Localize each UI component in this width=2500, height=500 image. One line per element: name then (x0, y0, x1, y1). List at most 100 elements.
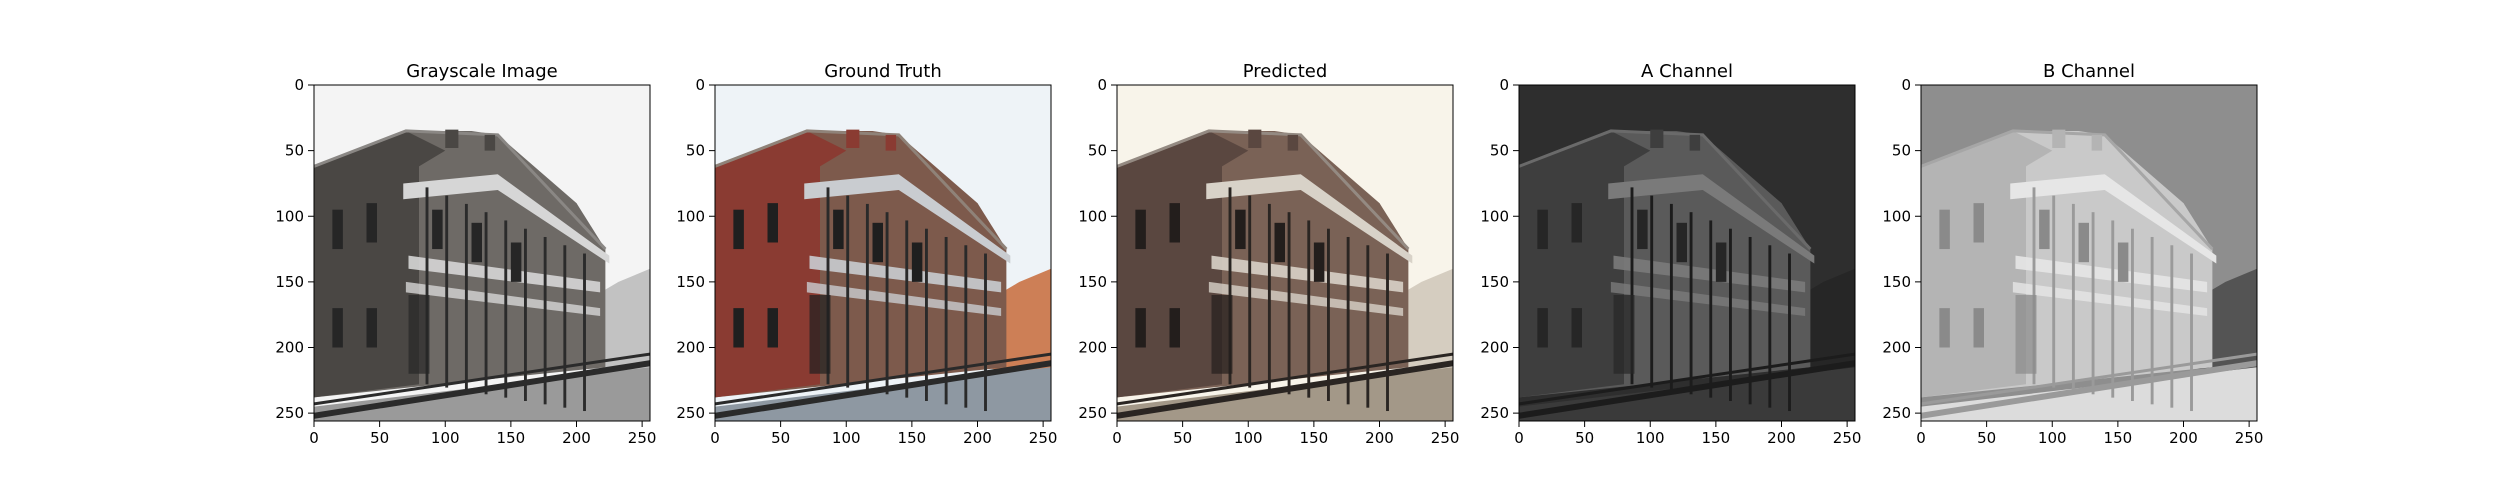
image-window (1274, 222, 1285, 263)
image-rail (1921, 352, 2257, 406)
image-porch-roof (403, 174, 610, 264)
image-window (366, 203, 377, 243)
x-tick-label: 150 (2104, 429, 2133, 447)
image-porch-column (1768, 245, 1772, 408)
image-window (1169, 203, 1180, 243)
image-porch-column (826, 187, 830, 385)
image-door (1613, 295, 1635, 374)
image-porch-column (504, 220, 508, 398)
image-porch-column (543, 236, 547, 405)
image-porch-column (1650, 195, 1654, 388)
y-tick-label: 200 (676, 339, 705, 357)
image-window (733, 209, 744, 250)
image-porch-roof (1206, 174, 1413, 264)
x-tick-label: 200 (1365, 429, 1394, 447)
panel-4: A Channel 0 50 100 150 200 250 0 50 100 150 200 250 (1480, 61, 1861, 447)
axes-frame (1518, 84, 1856, 422)
image-porch-column (484, 212, 488, 395)
image-porch-column (885, 212, 889, 395)
image-window (1135, 209, 1146, 250)
y-tick-label: 100 (1882, 207, 1911, 225)
x-tick-label: 0 (1514, 429, 1524, 447)
y-tick-label: 0 (1499, 76, 1509, 94)
image-balcony-lower (405, 281, 601, 316)
image-porch-column (905, 220, 909, 398)
image-window (2117, 242, 2129, 282)
panel-3: Predicted 0 50 100 150 200 250 0 50 100 150 200 250 (1078, 61, 1459, 447)
x-tick-label: 50 (1977, 429, 1996, 447)
image-porch-column (524, 228, 527, 401)
image-porch-roof (1608, 174, 1815, 264)
x-tick-label: 250 (2235, 429, 2264, 447)
image-window (733, 308, 744, 348)
image-content (1519, 85, 1855, 421)
image-rail (1519, 360, 1855, 419)
y-tick-label: 250 (1480, 404, 1509, 422)
x-tick-label: 100 (1636, 429, 1665, 447)
y-tick-label: 0 (1097, 76, 1107, 94)
panel-title: Grayscale Image (406, 61, 558, 82)
image-porch-column (1689, 212, 1693, 395)
image-door (809, 295, 831, 374)
image-window (1169, 308, 1180, 348)
image-porch-column (2131, 228, 2134, 401)
image-chimney (445, 129, 459, 148)
image-porch-column (1307, 220, 1311, 398)
image-window (1676, 222, 1687, 263)
y-tick-label: 150 (1882, 273, 1911, 291)
image-porch-column (964, 245, 968, 408)
image-rail (715, 360, 1051, 419)
image-porch-column (1366, 245, 1370, 408)
x-tick-label: 150 (497, 429, 526, 447)
panel-title: A Channel (1641, 61, 1733, 82)
y-tick-label: 200 (1882, 339, 1911, 357)
y-tick-label: 150 (676, 273, 705, 291)
image-porch-column (1248, 195, 1252, 388)
image-porch-column (464, 203, 468, 391)
y-tick-label: 150 (1480, 273, 1509, 291)
image-window (2078, 222, 2089, 263)
panel-1: Grayscale Image 0 50 100 150 200 250 0 50 100 150 2… (275, 61, 656, 447)
image-window (1571, 203, 1582, 243)
image-balcony-lower (2012, 281, 2208, 316)
image-content (1921, 85, 2257, 421)
image-porch-column (563, 245, 567, 408)
image-porch-column (944, 236, 948, 405)
image-chimney (846, 129, 860, 148)
y-tick-label: 200 (275, 339, 304, 357)
image-porch-column (1630, 187, 1634, 385)
image-window (872, 222, 883, 263)
image-rail (314, 352, 650, 406)
panel-5: B Channel 0 50 100 150 200 250 0 50 100 150 200 250 (1882, 61, 2263, 447)
image-porch-column (1228, 187, 1232, 385)
image-porch-column (2032, 187, 2036, 385)
y-tick-label: 0 (1901, 76, 1911, 94)
image-window (1715, 242, 1727, 282)
panel-title: Predicted (1243, 61, 1328, 82)
image-porch-column (984, 253, 987, 412)
image-window (366, 308, 377, 348)
image-porch-roof (804, 174, 1011, 264)
y-tick-label: 200 (1480, 339, 1509, 357)
y-tick-label: 0 (294, 76, 304, 94)
y-tick-label: 50 (285, 142, 304, 160)
axes-frame (1920, 84, 2258, 422)
y-tick-label: 50 (1892, 142, 1911, 160)
y-tick-label: 150 (1078, 273, 1107, 291)
x-tick-label: 200 (1767, 429, 1796, 447)
image-chimney (885, 134, 897, 151)
image-content (1117, 85, 1453, 421)
image-chimney (1248, 129, 1262, 148)
y-tick-label: 250 (1078, 404, 1107, 422)
y-tick-label: 50 (1088, 142, 1107, 160)
image-rail (715, 352, 1051, 406)
image-window (1637, 209, 1648, 250)
image-porch-column (1267, 203, 1271, 391)
axes-frame (1116, 84, 1454, 422)
image-window (432, 209, 443, 250)
panel-title: B Channel (2043, 61, 2135, 82)
image-rail (314, 360, 650, 419)
x-tick-label: 50 (771, 429, 790, 447)
image-window (471, 222, 482, 263)
x-tick-label: 0 (309, 429, 319, 447)
